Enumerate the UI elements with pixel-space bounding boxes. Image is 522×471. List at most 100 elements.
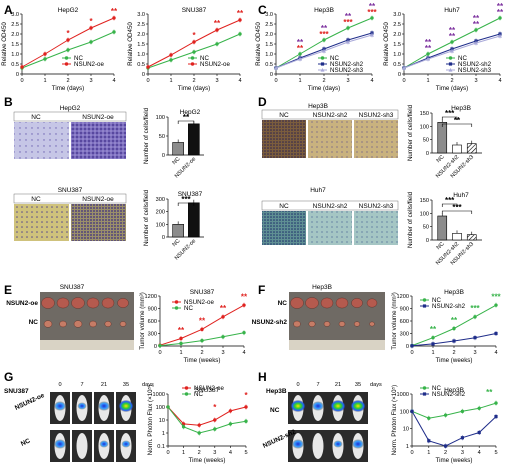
panel-e-photo: SNU387 NSUN2-oe NC [6,284,134,350]
y-tick-label: 900 [148,307,157,313]
y-axis-label: Tumor volume (mm³) [391,292,398,350]
x-axis-label: Time (days) [308,85,340,92]
legend-marker [448,68,453,72]
y-tick-label: 0 [154,344,157,350]
bioluminescence-signal [330,399,346,413]
x-tick-label: 5 [244,450,247,456]
data-point [213,427,217,431]
data-point [215,42,219,46]
significance-star: ** [199,317,206,326]
tumor [320,297,334,309]
legend-marker [174,306,179,310]
data-point [228,409,233,413]
x-tick-label: 2 [200,350,203,356]
x-tick-label: 4 [112,78,115,84]
significance-star: ** [241,293,248,302]
micrograph-hep3b-sh2 [308,120,352,158]
panel-label-b: B [4,95,13,109]
data-point [169,58,173,62]
panel-label-f: F [258,283,265,297]
significance-star: ** [111,7,118,16]
x-tick-label: 1 [298,78,301,84]
bar-nc [172,142,184,156]
panel-f-row-0: NC [278,300,288,307]
x-tick-label: 2 [444,450,447,456]
chart-snu387-tumor-volume: SNU387 0 1 2 3 4 0 300 600 900 1200 Time (weeks) Tum… [139,289,248,364]
y-tick-label: 0 [406,344,409,350]
chart-title: Huh7 [444,7,460,14]
tumor [41,297,55,309]
y-tick-label: 100 [400,409,409,415]
ruler [289,340,385,350]
data-point [192,50,196,54]
significance-bracket [177,202,195,206]
chart-title: Huh7 [453,192,469,199]
data-point [112,30,116,34]
data-point [450,49,454,53]
y-axis-label: Number of cells/field [407,191,414,248]
data-point [89,40,93,44]
y-tick-label: 1.5 [137,42,145,48]
significance-star: ** [297,44,304,53]
legend-marker [190,62,195,66]
data-point [444,444,448,448]
y-tick-label: 600 [400,319,409,325]
panel-g-cell: SNU387 [4,388,29,395]
data-point [221,315,225,319]
data-point [192,40,196,44]
x-tick-label: 3 [473,350,476,356]
chart-title: Hep3B [444,289,464,296]
panel-d-top-label-2: NSUN2-sh3 [359,112,394,119]
data-point [346,26,350,30]
axis-lines [411,394,496,447]
chart-title: SNU387 [190,289,215,296]
x-tick-label: 1 [431,350,434,356]
y-tick-label: 150 [420,198,429,204]
panel-label-e: E [4,283,12,297]
y-axis-label: Number of cells/field [143,107,150,164]
bioluminescence-signal [311,401,325,411]
chart-hepg2-growth: HepG2 0 1 2 3 4 0 0.5 1.0 1.5 2.0 2.5 3.0 Time (days)… [1,7,118,92]
data-point [370,16,374,20]
panel-d-top-cell: Hep3B [308,103,328,110]
bioluminescence-signal [351,439,365,449]
y-tick-label: 3.0 [393,12,401,18]
significance-star: ** [454,116,461,125]
data-point [158,343,162,348]
significance-star: ** [497,2,504,11]
significance-star: *** [470,304,480,313]
y-tick-label: 1.0 [11,52,19,58]
y-tick-label: 300 [156,197,165,203]
chart-title: Hep3B [451,105,471,112]
data-point [181,425,186,429]
significance-star: * [213,403,217,412]
panel-h-imaging: Hep3B 0 7 21 35 days NC NSUN2-sh2 [262,382,382,462]
panel-d-top-label-1: NSUN2-sh2 [313,112,348,119]
x-tick-label: 4 [242,350,245,356]
y-tick-label: 1.0 [393,52,401,58]
y-tick-label: 2.0 [393,32,401,38]
x-tick-label: 4 [478,450,481,456]
tumor [71,297,85,309]
tumor [56,297,70,309]
tumor [293,320,301,328]
significance-star: ** [473,14,480,23]
tumor [43,320,53,328]
legend-marker [190,56,195,60]
tumor [308,321,316,327]
legend-entry: NSUN2-sh3 [330,67,364,74]
y-tick-label: 2.5 [137,22,145,28]
significance-star: ** [369,2,376,11]
micrograph-hep3b-sh3 [354,120,398,158]
chart-hep3b-growth: Hep3B 0 1 2 3 4 0 0.5 1.0 1.5 2.0 2.5 3.0 Time (days)… [255,2,378,92]
mouse-grid-hep3b [288,392,368,462]
panel-g-day-3: 35 [123,382,129,388]
y-tick-label: 600 [148,319,157,325]
y-tick-label: 0.5 [137,62,145,68]
significance-star: * [66,29,70,38]
y-tick-label: 100 [156,405,165,411]
category-label: NC [172,156,182,166]
legend-marker [422,386,427,390]
y-tick-label: 100 [420,211,429,217]
